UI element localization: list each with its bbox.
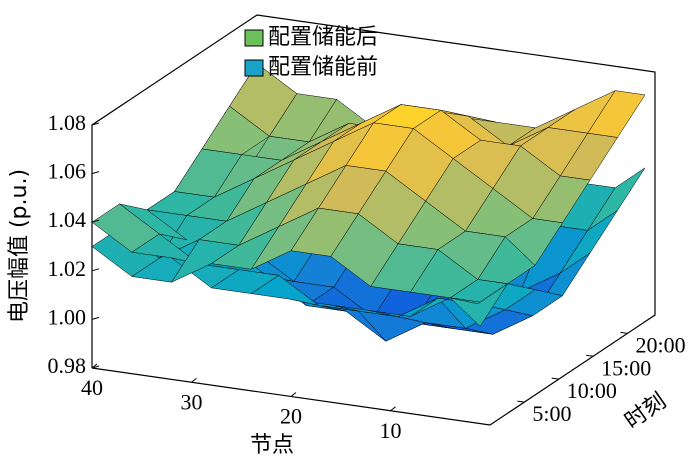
z-tick-label: 1.04 xyxy=(48,207,87,232)
z-tick xyxy=(91,316,100,320)
z-axis-label: 电压幅值 (p.u.) xyxy=(7,169,32,323)
z-tick xyxy=(91,171,100,175)
z-tick-label: 1.02 xyxy=(48,256,87,281)
legend-swatch xyxy=(244,29,264,47)
y-tick-label: 10:00 xyxy=(567,378,617,403)
z-tick-label: 1.08 xyxy=(48,110,87,135)
z-tick xyxy=(91,122,100,126)
y-tick-label: 20:00 xyxy=(636,332,686,357)
y-tick xyxy=(551,377,559,380)
legend-label: 配置储能前 xyxy=(268,55,378,80)
y-axis-label: 时刻 xyxy=(621,389,671,435)
surface-patch xyxy=(450,283,508,305)
x-tick-label: 10 xyxy=(380,418,402,443)
surface-patch xyxy=(290,207,359,257)
z-tick xyxy=(91,268,100,272)
surface xyxy=(91,63,646,342)
y-tick xyxy=(620,331,628,334)
x-tick xyxy=(91,363,98,369)
z-tick-label: 1.00 xyxy=(48,304,87,329)
y-tick-label: 5:00 xyxy=(532,401,571,426)
y-tick xyxy=(517,400,525,403)
x-axis-label: 节点 xyxy=(250,433,294,458)
z-tick-label: 1.06 xyxy=(48,159,87,184)
legend-swatch xyxy=(244,59,264,77)
x-tick-label: 30 xyxy=(181,389,203,414)
x-tick-label: 20 xyxy=(280,404,302,429)
y-tick-label: 15:00 xyxy=(601,355,651,380)
x-tick-label: 40 xyxy=(81,375,103,400)
x-tick xyxy=(290,392,297,397)
y-tick xyxy=(586,354,594,357)
x-tick xyxy=(390,406,396,412)
x-tick xyxy=(191,377,197,383)
surface-patch xyxy=(91,203,160,253)
legend-label: 配置储能后 xyxy=(268,25,378,50)
z-tick-label: 0.98 xyxy=(48,353,87,378)
z-tick xyxy=(91,219,100,223)
